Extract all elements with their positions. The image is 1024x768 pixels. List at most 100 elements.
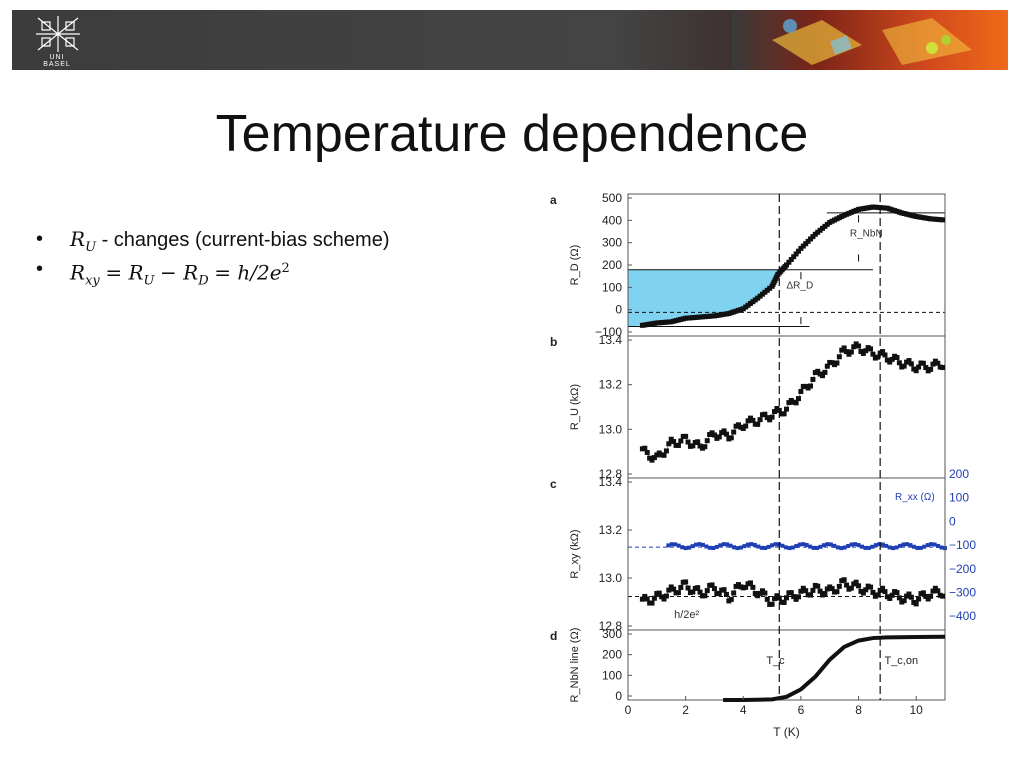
data-point: [791, 254, 797, 260]
data-point: [880, 585, 886, 591]
rxx-point: [877, 542, 882, 547]
data-point: [786, 259, 792, 265]
rxx-point: [711, 546, 716, 551]
y-axis-label-b: R_U (kΩ): [569, 384, 581, 430]
logo-text: UNI BASEL: [43, 54, 71, 68]
data-point: [704, 438, 710, 444]
rxx-point: [835, 545, 840, 550]
rxx-point: [880, 542, 885, 547]
data-point: [776, 595, 782, 601]
y-tick-label: 13.0: [599, 422, 623, 436]
data-point: [723, 431, 729, 437]
rxx-point: [704, 544, 709, 549]
y-axis-label-d: R_NbN line (Ω): [569, 628, 581, 703]
data-point: [764, 596, 770, 602]
rxx-point: [732, 545, 737, 550]
data-point: [750, 584, 756, 590]
data-point: [695, 585, 701, 591]
right-axis-label: R_xx (Ω): [895, 492, 935, 503]
data-point: [940, 365, 946, 371]
panel-label-a: a: [550, 193, 557, 207]
data-point: [683, 433, 689, 439]
data-point: [887, 595, 893, 601]
data-point: [940, 593, 946, 599]
data-point: [769, 601, 775, 607]
rxx-point: [725, 542, 730, 547]
y-axis-label-c: R_xy (kΩ): [569, 529, 581, 578]
data-point: [755, 421, 761, 427]
data-point: [913, 368, 919, 374]
data-point: [798, 388, 804, 394]
data-point: [721, 428, 727, 434]
data-point: [906, 358, 912, 364]
y-tick-label: 500: [602, 191, 622, 205]
bullet-list: RU - changes (current-bias scheme) Rxy =…: [36, 224, 389, 289]
data-point: [750, 417, 756, 423]
data-point: [815, 583, 821, 589]
rxx-point: [683, 546, 688, 551]
rxx-point: [915, 545, 920, 550]
y-axis-label-a: R_D (Ω): [569, 245, 581, 286]
data-point: [868, 584, 874, 590]
rxx-point: [718, 543, 723, 548]
rxx-point: [745, 542, 750, 547]
annotation-tc-on: T_c,on: [884, 655, 918, 667]
annotation-rnbn: R_NbN: [850, 229, 883, 240]
data-point: [860, 350, 866, 356]
y-tick-label: 13.2: [599, 378, 623, 392]
rxx-point: [925, 543, 930, 548]
y-tick-label: 300: [602, 627, 622, 641]
data-point: [747, 580, 753, 586]
data-point: [824, 363, 830, 369]
x-tick-label: 4: [740, 703, 747, 717]
data-point: [675, 590, 681, 596]
rxx-point: [707, 545, 712, 550]
rxx-point: [697, 542, 702, 547]
rxx-point: [891, 546, 896, 551]
data-point: [841, 577, 847, 583]
data-point: [723, 591, 729, 597]
data-point: [757, 417, 763, 423]
y-tick-label: 13.4: [599, 475, 623, 489]
data-point: [675, 442, 681, 448]
x-tick-label: 6: [798, 703, 805, 717]
rxx-point: [870, 544, 875, 549]
data-point: [923, 593, 929, 599]
y-tick-label: 13.2: [599, 523, 623, 537]
data-point: [757, 590, 763, 596]
y-tick-label: 100: [602, 668, 622, 682]
rxx-point: [818, 544, 823, 549]
data-point: [848, 349, 854, 355]
data-point: [642, 445, 648, 451]
right-tick-label: −200: [949, 562, 976, 576]
data-point: [930, 361, 936, 367]
header-banner: UNI BASEL: [12, 10, 1008, 70]
data-point: [651, 595, 657, 601]
rxx-point: [815, 545, 820, 550]
data-point: [697, 589, 703, 595]
data-point: [882, 589, 888, 595]
rxx-point: [700, 542, 705, 547]
data-point: [928, 593, 934, 599]
rxx-point: [884, 543, 889, 548]
rxx-point: [898, 543, 903, 548]
bullet-ru: RU - changes (current-bias scheme): [36, 224, 389, 255]
data-point: [928, 366, 934, 372]
x-tick-label: 8: [855, 703, 862, 717]
data-point: [901, 363, 907, 369]
rxx-point: [929, 542, 934, 547]
annotation-delta-rd: ΔR_D: [787, 281, 814, 292]
rxx-point: [939, 545, 944, 550]
y-tick-label: 13.4: [599, 333, 623, 347]
rxx-point: [794, 544, 799, 549]
data-point: [810, 587, 816, 593]
data-point: [709, 582, 715, 588]
data-point: [808, 592, 814, 598]
data-point: [639, 596, 645, 602]
rxx-point: [756, 544, 761, 549]
rxx-point: [735, 546, 740, 551]
data-point: [762, 590, 768, 596]
x-tick-label: 10: [910, 703, 924, 717]
rxx-point: [804, 543, 809, 548]
